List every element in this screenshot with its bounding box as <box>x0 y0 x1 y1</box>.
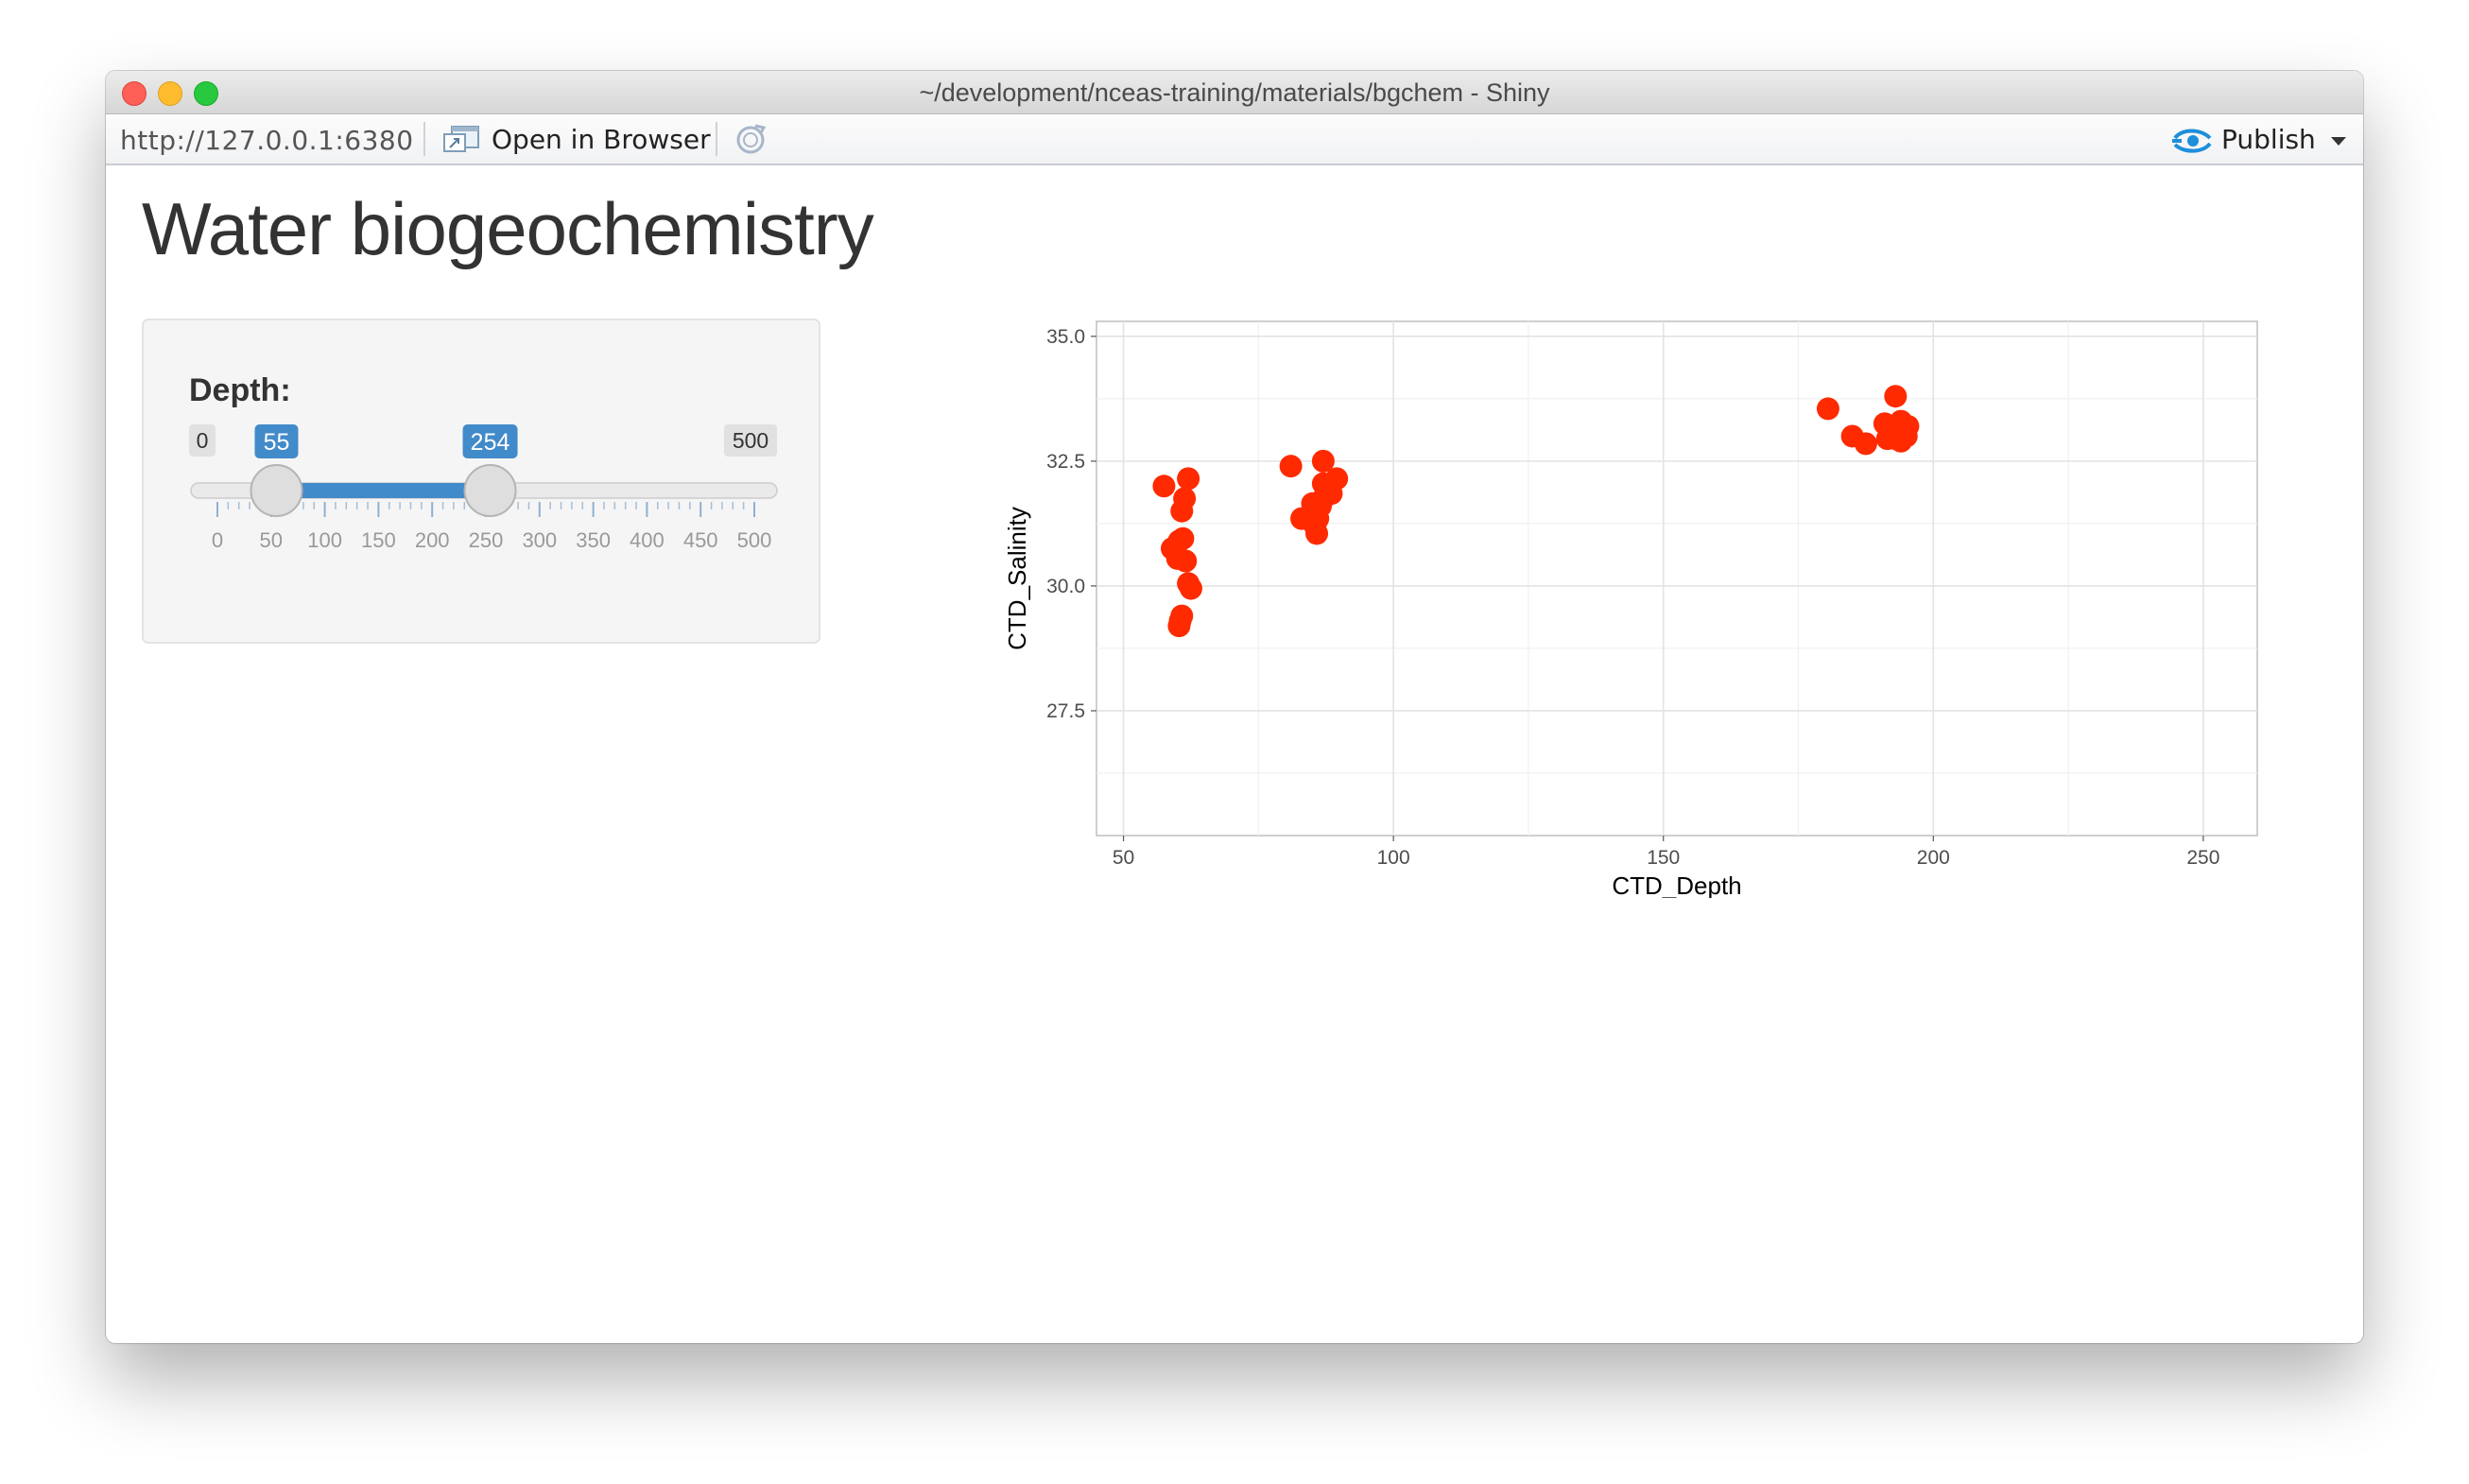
data-point <box>1884 427 1908 451</box>
slider-from-value: 55 <box>264 429 290 456</box>
slider-tick-label: 450 <box>683 528 718 552</box>
slider-tick-label: 150 <box>361 528 396 552</box>
open-window-icon[interactable] <box>442 125 482 155</box>
slider-to-handle[interactable] <box>463 464 517 517</box>
slider-to-badge <box>462 424 518 458</box>
plot-panel <box>1096 320 2258 837</box>
y-tick-label: 35.0 <box>1046 326 1085 348</box>
data-point <box>1311 449 1335 473</box>
depth-range-slider[interactable]: 0 50 100 150 200 250 300 350 400 450 500 0 500 55 254 <box>144 320 822 646</box>
slider-min-badge <box>189 424 216 457</box>
data-point <box>1305 522 1329 545</box>
refresh-icon[interactable] <box>733 122 768 158</box>
x-tick-label: 200 <box>1917 847 1950 869</box>
data-point <box>1170 499 1194 523</box>
slider-label: Depth: <box>189 372 291 408</box>
maximize-window-button[interactable] <box>194 81 218 106</box>
slider-from-handle[interactable] <box>250 464 303 517</box>
x-tick-label: 50 <box>1113 847 1134 869</box>
open-in-browser-button[interactable]: Open in Browser <box>492 124 711 155</box>
x-tick-label: 250 <box>2186 847 2219 869</box>
minimize-window-button[interactable] <box>158 81 182 106</box>
slider-tick-label: 400 <box>630 528 665 552</box>
y-axis-title: CTD_Salinity <box>1003 507 1031 650</box>
data-point <box>1854 432 1877 456</box>
slider-tick-label: 200 <box>415 528 450 552</box>
slider-from-badge <box>254 424 299 458</box>
data-point <box>1179 577 1202 600</box>
title-bar: ~/development/nceas-training/materials/b… <box>106 71 2363 114</box>
app-window: ~/development/nceas-training/materials/b… <box>106 71 2363 1343</box>
slider-to-value: 254 <box>471 429 510 456</box>
slider-tick-label: 100 <box>307 528 342 552</box>
page-title: Water biogeochemistry <box>142 187 874 270</box>
x-tick-label: 150 <box>1647 847 1680 869</box>
slider-tick-label: 50 <box>260 528 283 552</box>
slider-tick-label: 0 <box>212 528 223 552</box>
chevron-down-icon[interactable] <box>2331 137 2346 146</box>
slider-tick-label: 300 <box>522 528 557 552</box>
publish-button[interactable]: Publish <box>2221 124 2316 155</box>
publish-icon[interactable] <box>2172 127 2214 155</box>
slider-tick-label: 250 <box>469 528 504 552</box>
toolbar-separator <box>423 122 425 156</box>
data-point <box>1279 455 1303 478</box>
slider-selected-range <box>276 483 491 498</box>
data-point <box>1884 385 1908 408</box>
close-window-button[interactable] <box>122 81 147 106</box>
y-tick-label: 30.0 <box>1046 576 1085 597</box>
url-text[interactable]: http://127.0.0.1:6380 <box>120 125 414 156</box>
toolbar-separator <box>716 122 717 156</box>
data-point <box>1816 397 1839 421</box>
y-tick-label: 27.5 <box>1046 700 1085 722</box>
x-axis-title: CTD_Depth <box>1612 871 1741 898</box>
shiny-app-content: Water biogeochemistry Depth: 0 50 100 150 20… <box>106 165 2363 1343</box>
viewer-toolbar: http://127.0.0.1:6380 Open in Browser Pu… <box>106 114 2363 165</box>
slider-max-label: 500 <box>733 428 768 453</box>
data-point <box>1167 614 1191 638</box>
window-title: ~/development/nceas-training/materials/b… <box>919 78 1550 107</box>
slider-tick-label: 350 <box>576 528 611 552</box>
data-point <box>1174 549 1198 573</box>
slider-max-badge <box>724 424 777 457</box>
slider-min-label: 0 <box>197 428 209 453</box>
data-point <box>1152 475 1176 498</box>
sidebar-panel: Depth: 0 50 100 150 200 250 300 350 400 450 500 0 50… <box>142 319 820 644</box>
slider-tick-label: 500 <box>737 528 772 552</box>
y-tick-label: 32.5 <box>1046 451 1085 473</box>
salinity-depth-scatter-plot: 50 100 150 200 250 27.5 30.0 32.5 35.0 CTD_Depth C… <box>1003 320 2258 898</box>
data-point <box>1177 467 1200 491</box>
x-tick-label: 100 <box>1377 847 1410 869</box>
